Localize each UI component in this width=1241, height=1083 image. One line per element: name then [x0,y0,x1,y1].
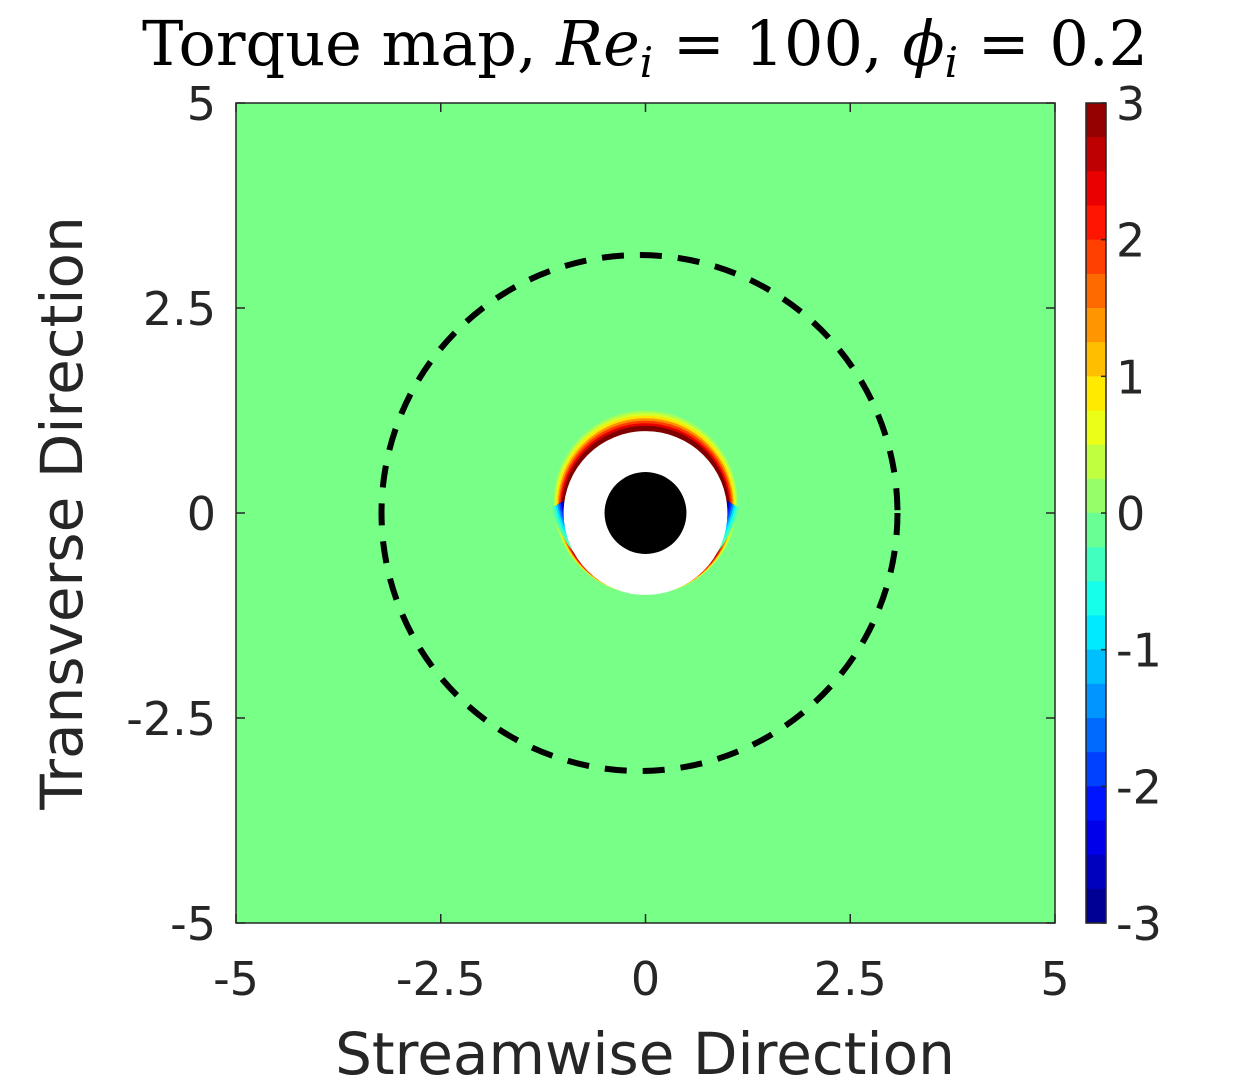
colorbar-segment [1086,103,1106,138]
colorbar-segment [1086,513,1106,548]
colorbar-segment [1086,718,1106,753]
x-tick-label: 0 [631,952,660,1006]
colorbar-tick-label: 1 [1116,350,1145,404]
chart-title: Torque map, Rei = 100, ϕi = 0.2 [142,7,1148,87]
y-tick-label: 2.5 [143,282,216,336]
colorbar-segment [1086,854,1106,890]
colorbar-segment [1086,649,1106,685]
y-tick-label: 5 [187,77,216,131]
x-tick-label: -5 [213,952,259,1006]
colorbar-segment [1086,888,1106,924]
title-re-subscript: i [640,38,653,87]
y-tick-label: 0 [187,487,216,541]
colorbar-tick-label: -3 [1116,897,1162,951]
title-re-value: = 100, [653,7,902,80]
dashed-influence-circle [378,252,901,774]
x-tick-label: -2.5 [396,952,486,1006]
colorbar-segment [1086,171,1106,207]
x-axis-label: Streamwise Direction [335,1020,955,1083]
x-tick-label: 2.5 [814,952,887,1006]
colorbar-segment [1086,273,1106,309]
colorbar-tick-label: -1 [1116,624,1162,678]
colorbar-ticks: 3 2 1 0 -1 -2 -3 [1101,77,1162,951]
colorbar-segment [1086,376,1106,412]
title-prefix: Torque map, [142,7,556,80]
colorbar-tick-label: 3 [1116,77,1145,131]
colorbar-segment [1086,547,1106,582]
colorbar-segment [1086,444,1106,480]
title-phi-symbol: ϕ [902,7,944,80]
y-axis-label: Transverse Direction [28,216,96,810]
colorbar-segment [1086,581,1106,617]
colorbar-tick-label: 0 [1116,487,1145,541]
plot-area [236,103,1055,923]
x-axis-ticks: -5 -2.5 0 2.5 5 [213,103,1070,1006]
colorbar-segment [1086,615,1106,651]
colorbar-segment [1086,786,1106,822]
y-tick-label: -2.5 [126,692,216,746]
colorbar-tick-label: 2 [1116,214,1145,268]
y-axis-ticks: 5 2.5 0 -2.5 -5 [126,77,1055,951]
x-tick-label: 5 [1040,952,1069,1006]
title-phi-subscript: i [945,38,958,87]
title-re-symbol: Re [555,7,639,80]
colorbar-segment [1086,478,1106,514]
y-tick-label: -5 [170,897,216,951]
colorbar-segment [1086,683,1106,719]
colorbar-segment [1086,410,1106,446]
colorbar-segment [1086,205,1106,241]
colorbar [1086,103,1106,924]
colorbar-segment [1086,752,1106,787]
colorbar-segment [1086,137,1106,172]
particle-disk [604,472,687,554]
colorbar-segment [1086,820,1106,856]
colorbar-segment [1086,308,1106,343]
colorbar-segment [1086,239,1106,275]
colorbar-segment [1086,342,1106,377]
title-phi-value: = 0.2 [958,7,1148,80]
colorbar-tick-label: -2 [1116,760,1162,814]
